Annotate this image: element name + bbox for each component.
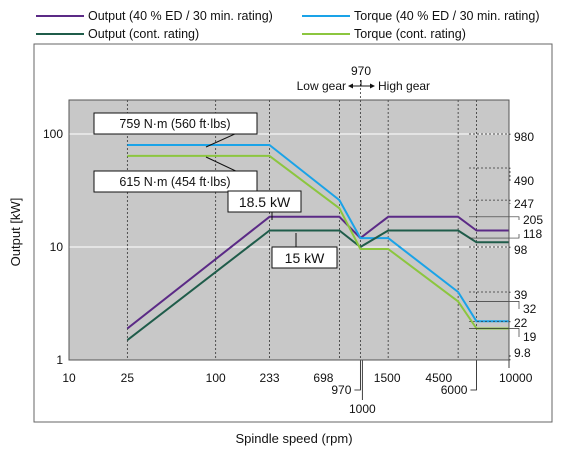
right-axis-label: 980 xyxy=(514,130,534,144)
x-tick-label: 100 xyxy=(206,371,226,385)
right-label-leader xyxy=(469,133,511,137)
right-axis-label: 490 xyxy=(514,174,534,188)
series-line-2 xyxy=(126,229,509,341)
right-label-leader xyxy=(469,301,520,309)
x-tick-leader xyxy=(470,360,477,391)
right-label-leader xyxy=(469,199,511,204)
right-axis-label: 22 xyxy=(514,316,528,330)
gear-change-speed-label: 970 xyxy=(351,64,371,78)
x-tick-label: 4500 xyxy=(425,371,452,385)
right-label-leader xyxy=(469,234,520,239)
low-gear-label: Low gear xyxy=(297,79,346,93)
torque-cont-callout: 615 N·m (454 ft·lbs) xyxy=(119,175,230,189)
x-tick-label: 6000 xyxy=(441,383,468,397)
x-tick-label: 10000 xyxy=(499,371,533,385)
output-s3-callout-box xyxy=(227,190,302,213)
right-label-leader xyxy=(469,167,511,181)
gear-arrow-left-head xyxy=(348,83,353,89)
x-tick-label: 10 xyxy=(62,371,76,385)
right-axis-label: 98 xyxy=(514,243,528,257)
output-cont-callout-box xyxy=(271,246,338,269)
tick-labels: 1 10 100 10 25 100 233 698 1500 4500 10000 970 6000 1… xyxy=(43,127,543,416)
right-label-leader xyxy=(469,216,520,220)
y-tick-label: 10 xyxy=(50,240,64,254)
series-line-3 xyxy=(127,154,509,330)
y-axis-title: Output [kW] xyxy=(8,198,23,267)
x-tick-leader xyxy=(354,360,361,391)
right-label-leader xyxy=(469,328,520,337)
right-axis-label: 19 xyxy=(523,330,537,344)
right-axis-label: 9.8 xyxy=(514,346,531,360)
output-s3-callout: 18.5 kW xyxy=(239,194,291,210)
right-label-leader xyxy=(469,246,511,250)
x-tick-label: 233 xyxy=(260,371,280,385)
torque-s3-callout: 759 N·m (560 ft·lbs) xyxy=(119,117,230,131)
right-axis-label: 205 xyxy=(523,213,543,227)
y-tick-label: 1 xyxy=(56,353,63,367)
output-cont-callout: 15 kW xyxy=(285,250,325,266)
right-axis-label: 32 xyxy=(523,302,537,316)
torque-cont-callout-box xyxy=(93,170,258,193)
right-label-leader xyxy=(469,291,511,295)
x-tick-label: 698 xyxy=(313,371,333,385)
legend-label-torque-s3: Torque (40 % ED / 30 min. rating) xyxy=(354,9,540,23)
x-axis-title: Spindle speed (rpm) xyxy=(235,431,352,446)
legend-label-output-cont: Output (cont. rating) xyxy=(88,27,199,41)
right-axis-label: 39 xyxy=(514,288,528,302)
right-axis-label: 118 xyxy=(523,227,542,241)
high-gear-label: High gear xyxy=(378,79,430,93)
series-line-0 xyxy=(126,215,509,330)
torque-s3-callout-box xyxy=(93,112,258,135)
leader-lines xyxy=(354,133,520,400)
legend-label-torque-cont: Torque (cont. rating) xyxy=(354,27,466,41)
legend-label-output-s3: Output (40 % ED / 30 min. rating) xyxy=(88,9,273,23)
right-label-leader xyxy=(469,320,511,323)
x-tick-label: 25 xyxy=(121,371,135,385)
gear-annotation: 970 Low gear High gear xyxy=(297,64,430,93)
legend: Output (40 % ED / 30 min. rating) Output… xyxy=(36,9,540,41)
x-tick-label: 1500 xyxy=(374,371,401,385)
right-axis-label: 247 xyxy=(514,197,534,211)
x-tick-label: 1000 xyxy=(349,402,376,416)
y-tick-label: 100 xyxy=(43,127,63,141)
series-lines xyxy=(126,144,509,341)
plot-border xyxy=(68,99,510,361)
callouts: 759 N·m (560 ft·lbs) 615 N·m (454 ft·lbs… xyxy=(93,112,338,269)
x-tick-label: 970 xyxy=(331,383,351,397)
gear-arrow-right-head xyxy=(370,83,375,89)
